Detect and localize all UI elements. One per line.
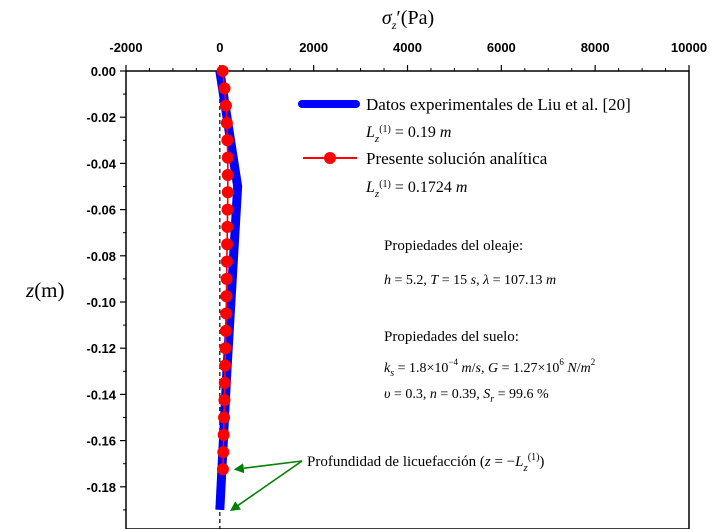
y-tick-label: -0.08 [86, 249, 116, 264]
series-analytic-point [218, 376, 231, 389]
x-tick-label: 10000 [671, 40, 707, 55]
y-tick-label: -0.04 [86, 156, 116, 171]
y-axis-title: z(m) [25, 278, 65, 302]
soil-properties-line1: ks = 1.8×10−4 m/s, G = 1.27×106 N/m2 [384, 357, 595, 379]
soil-properties-title: Propiedades del suelo: [384, 329, 519, 345]
x-tick-label: 8000 [581, 40, 610, 55]
x-tick-label: 6000 [487, 40, 516, 55]
soil-properties-line2: υ = 0.3, n = 0.39, Sr = 99.6 % [384, 387, 549, 405]
series-analytic-point [217, 446, 230, 459]
series-analytic-point [221, 151, 234, 164]
legend-sub-experimental: Lz(1) = 0.19 m [365, 124, 451, 145]
x-tick-label: -2000 [109, 40, 142, 55]
series-analytic-point [220, 116, 233, 129]
x-tick-labels: -2000 0 2000 4000 6000 8000 10000 [109, 40, 707, 55]
series-analytic-point [221, 203, 234, 216]
series-analytic-point [221, 134, 234, 147]
wave-properties-title: Propiedades del oleaje: [384, 238, 523, 254]
series-analytic-point [219, 99, 232, 112]
y-tick-label: -0.12 [86, 341, 116, 356]
legend-swatch-analytic-marker [324, 152, 336, 164]
y-tick-label: -0.02 [86, 110, 116, 125]
series-analytic-point [218, 394, 231, 407]
series-layer [215, 65, 243, 511]
x-axis-title: σz′(Pa) [382, 7, 434, 32]
series-analytic-point [221, 220, 234, 233]
series-analytic-point [220, 272, 233, 285]
series-analytic-point [219, 324, 232, 337]
y-tick-label: -0.14 [86, 387, 116, 402]
x-tick-label: 2000 [299, 40, 328, 55]
legend-sub-analytic: Lz(1) = 0.1724 m [365, 179, 467, 200]
liquefaction-arrows [229, 460, 303, 512]
y-tick-label: -0.16 [86, 434, 116, 449]
series-analytic-point [218, 82, 231, 95]
y-tick-label: -0.18 [86, 480, 116, 495]
series-analytic-point [221, 186, 234, 199]
series-analytic-point [219, 342, 232, 355]
series-analytic-point [218, 411, 231, 424]
y-tick-label: -0.10 [86, 295, 116, 310]
series-analytic-point [220, 290, 233, 303]
x-tick-label: 4000 [393, 40, 422, 55]
wave-properties-values: h = 5.2, T = 15 s, λ = 107.13 m [384, 273, 556, 288]
y-tick-label: -0.06 [86, 203, 116, 218]
series-analytic-point [216, 463, 229, 476]
series-analytic-point [220, 307, 233, 320]
series-analytic-point [221, 238, 234, 251]
liquefaction-arrow [233, 460, 303, 474]
series-analytic-point [220, 255, 233, 268]
y-tick-label: 0.00 [91, 64, 116, 79]
series-analytic-point [217, 428, 230, 441]
legend: Datos experimentales de Liu et al. [20] … [298, 95, 631, 200]
x-tick-label: 0 [216, 40, 223, 55]
legend-label-analytic: Presente solución analítica [366, 149, 548, 168]
liquefaction-arrow [229, 460, 303, 512]
y-tick-labels: 0.00 -0.02 -0.04 -0.06 -0.08 -0.10 -0.12 -0.14 -… [86, 64, 116, 495]
series-analytic-point [221, 168, 234, 181]
series-analytic-point [216, 65, 229, 77]
series-analytic-point [219, 359, 232, 372]
liquefaction-label: Profundidad de licuefacción (z = −Lz(1)) [307, 452, 544, 474]
legend-label-experimental: Datos experimentales de Liu et al. [20] [366, 95, 631, 114]
